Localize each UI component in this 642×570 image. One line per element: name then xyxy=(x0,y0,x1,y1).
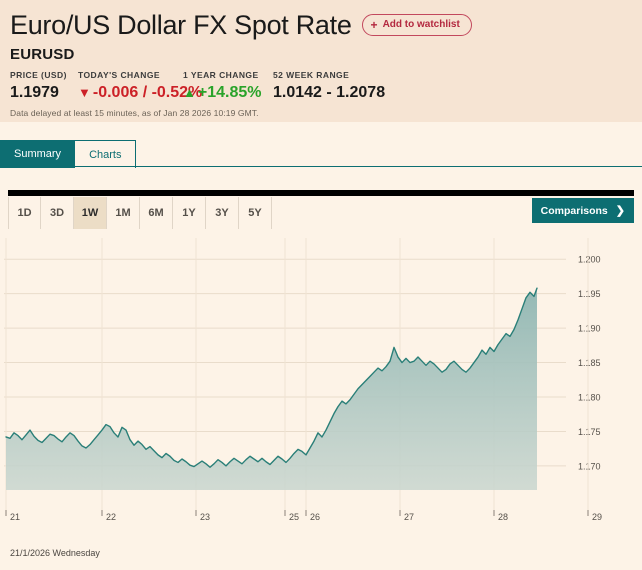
comparisons-button[interactable]: Comparisons ❯ xyxy=(531,198,634,223)
stat-value-text: +14.85% xyxy=(197,84,262,101)
stat-label: 52 WEEK RANGE xyxy=(273,70,350,80)
tab-charts[interactable]: Charts xyxy=(74,140,137,168)
y-axis-tick-label: 1.185 xyxy=(578,358,601,368)
arrow-up-icon: ▲ xyxy=(183,85,196,100)
range-button-1w[interactable]: 1W xyxy=(74,197,107,229)
series-area-fill xyxy=(6,288,537,490)
stat-value: 1.1979 xyxy=(10,84,78,102)
stat-label: 1 YEAR CHANGE xyxy=(183,70,259,80)
range-button-6m[interactable]: 6M xyxy=(140,197,173,229)
ticker-symbol: EURUSD xyxy=(10,46,75,63)
series-line xyxy=(5,287,538,468)
range-button-3y[interactable]: 3Y xyxy=(206,197,239,229)
page-title: Euro/US Dollar FX Spot Rate xyxy=(10,10,352,40)
instrument-header: Euro/US Dollar FX Spot Rate + Add to wat… xyxy=(0,0,642,122)
range-button-3d[interactable]: 3D xyxy=(41,197,74,229)
x-axis-tick-label: 25 xyxy=(289,512,299,522)
x-axis-tick-label: 21 xyxy=(10,512,20,522)
stat-52-week-range: 52 WEEK RANGE 1.0142 - 1.2078 xyxy=(273,70,385,102)
x-axis-tick-label: 29 xyxy=(592,512,602,522)
price-chart-svg[interactable]: 1.170 1.175 1.180 1.185 1.190 1.195 1.200 21 22 2… xyxy=(0,232,642,532)
x-axis-tick-label: 22 xyxy=(106,512,116,522)
y-axis-tick-label: 1.200 xyxy=(578,255,601,265)
stat-value: 1.0142 - 1.2078 xyxy=(273,84,385,102)
range-button-1m[interactable]: 1M xyxy=(107,197,140,229)
stats-row: PRICE (USD) 1.1979 TODAY'S CHANGE ▼ -0.0… xyxy=(10,70,632,102)
stat-value-text: 1.1979 xyxy=(10,84,59,101)
arrow-down-icon: ▼ xyxy=(78,85,91,100)
x-axis-tick-label: 23 xyxy=(200,512,210,522)
y-axis-tick-label: 1.190 xyxy=(578,324,601,334)
stat-value-text: 1.0142 - 1.2078 xyxy=(273,84,386,101)
range-selector: 1D 3D 1W 1M 6M 1Y 3Y 5Y Comparisons ❯ xyxy=(8,196,634,230)
tab-underline xyxy=(0,166,642,167)
chevron-right-icon: ❯ xyxy=(615,205,625,217)
plus-icon: + xyxy=(370,18,378,32)
tab-summary[interactable]: Summary xyxy=(0,140,76,168)
stat-label: TODAY'S CHANGE xyxy=(78,70,161,80)
x-axis-tick-label: 26 xyxy=(310,512,320,522)
y-axis-tick-label: 1.175 xyxy=(578,427,601,437)
data-delay-note: Data delayed at least 15 minutes, as of … xyxy=(10,108,259,118)
x-axis-tick-label: 28 xyxy=(498,512,508,522)
comparisons-label: Comparisons xyxy=(540,204,608,217)
stat-value: ▲ +14.85% xyxy=(183,84,273,102)
chart-top-rule xyxy=(8,190,634,196)
stat-value-text: -0.006 / -0.52% xyxy=(92,84,203,101)
stat-todays-change: TODAY'S CHANGE ▼ -0.006 / -0.52% xyxy=(78,70,202,102)
stat-value: ▼ -0.006 / -0.52% xyxy=(78,84,202,102)
stat-one-year-change: 1 YEAR CHANGE ▲ +14.85% xyxy=(183,70,273,102)
range-button-5y[interactable]: 5Y xyxy=(239,197,272,229)
chart-start-date-label: 21/1/2026 Wednesday xyxy=(10,548,100,558)
add-to-watchlist-button[interactable]: + Add to watchlist xyxy=(361,14,472,36)
y-axis-tick-label: 1.170 xyxy=(578,461,601,471)
stat-price: PRICE (USD) 1.1979 xyxy=(10,70,78,102)
x-axis-tick-label: 27 xyxy=(404,512,414,522)
y-axis-tick-label: 1.195 xyxy=(578,289,601,299)
y-axis-tick-label: 1.180 xyxy=(578,393,601,403)
add-to-watchlist-label: Add to watchlist xyxy=(382,19,460,30)
range-button-1d[interactable]: 1D xyxy=(8,197,41,229)
tab-bar: Summary Charts xyxy=(0,138,642,168)
range-button-1y[interactable]: 1Y xyxy=(173,197,206,229)
stat-label: PRICE (USD) xyxy=(10,70,67,80)
price-chart[interactable]: 1.170 1.175 1.180 1.185 1.190 1.195 1.200 21 22 2… xyxy=(0,232,642,532)
title-row: Euro/US Dollar FX Spot Rate + Add to wat… xyxy=(10,8,632,42)
